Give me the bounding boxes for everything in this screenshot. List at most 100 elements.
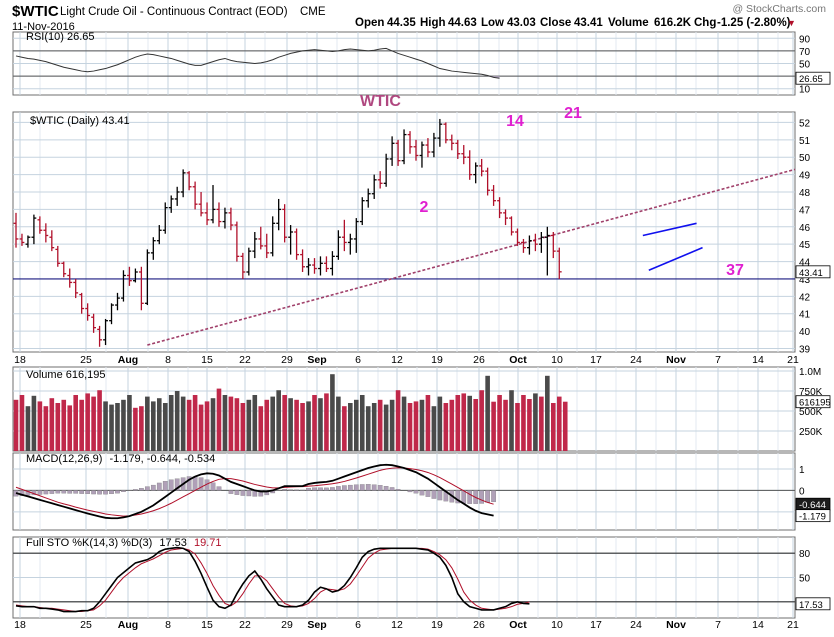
macd-hist-bar bbox=[491, 490, 495, 501]
volume-bar bbox=[38, 401, 43, 451]
volume-bar bbox=[336, 397, 341, 451]
volume-bar bbox=[205, 401, 210, 451]
volume-bar bbox=[503, 400, 508, 451]
x-axis-label: 10 bbox=[551, 619, 563, 631]
macd-hist-bar bbox=[91, 490, 95, 494]
volume-bar bbox=[32, 396, 37, 451]
panel-rsi-y-ticks: 9070503010 bbox=[799, 34, 811, 95]
panel-price-tick-label: 50 bbox=[799, 153, 811, 164]
macd-hist-bar bbox=[97, 490, 101, 494]
macd-hist-bar bbox=[318, 488, 322, 491]
x-axis-label: 22 bbox=[239, 354, 251, 366]
panel-price-tick-label: 49 bbox=[799, 171, 811, 182]
volume-bar bbox=[467, 396, 472, 451]
volume-bar bbox=[521, 395, 526, 451]
macd-hist-bar bbox=[354, 485, 358, 491]
x-axis-label: Nov bbox=[666, 354, 686, 366]
volume-bar bbox=[444, 403, 449, 451]
x-axis-label: 14 bbox=[752, 619, 764, 631]
macd-hist-bar bbox=[348, 485, 352, 490]
volume-bar bbox=[133, 408, 138, 451]
x-axis-label: 17 bbox=[590, 354, 602, 366]
panel-price-tick-label: 52 bbox=[799, 118, 811, 129]
x-axis-label: 21 bbox=[787, 354, 799, 366]
volume-bar bbox=[139, 406, 144, 451]
macd-hist-bar bbox=[479, 490, 483, 503]
volume-bar bbox=[461, 393, 466, 451]
macd-hist-bar bbox=[396, 489, 400, 490]
wave-label-2: 2 bbox=[420, 199, 429, 216]
macd-hist-bar bbox=[485, 490, 489, 502]
macd-hist-bar bbox=[62, 490, 66, 493]
macd-hist-bar bbox=[163, 481, 167, 490]
volume-bar bbox=[497, 395, 502, 451]
panel-price-tick-label: 45 bbox=[799, 240, 811, 251]
x-axis-label: Aug bbox=[118, 619, 138, 631]
volume-bar bbox=[151, 401, 156, 451]
volume-bar bbox=[253, 395, 258, 451]
macd-hist-bar bbox=[432, 490, 436, 498]
x-axis-label: 19 bbox=[431, 619, 443, 631]
volume-bar bbox=[121, 400, 126, 451]
volume-label: Volume bbox=[608, 17, 649, 29]
macd-hist-bar bbox=[390, 487, 394, 490]
chg-label: Chg bbox=[694, 17, 716, 29]
rsi-panel: 907050301026.65 bbox=[13, 32, 830, 96]
x-axis-label: Sep bbox=[307, 619, 326, 631]
volume-bar bbox=[26, 406, 31, 451]
volume-bar bbox=[73, 395, 78, 451]
macd-hist-bar bbox=[56, 490, 60, 493]
macd-hist-bar bbox=[336, 486, 340, 490]
sto-k-value: 17.53 bbox=[159, 537, 187, 549]
volume-bar bbox=[378, 400, 383, 451]
macd-hist-bar bbox=[139, 488, 143, 490]
macd-hist-bar bbox=[44, 490, 48, 494]
x-axis-label: Oct bbox=[509, 354, 527, 366]
volume-bar bbox=[20, 395, 25, 451]
macd-hist-bar bbox=[109, 490, 113, 493]
volume-bar bbox=[527, 399, 532, 451]
volume-bar bbox=[360, 395, 365, 451]
last-value-text: 616195 bbox=[799, 398, 831, 409]
macd-hist-bar bbox=[330, 487, 334, 490]
x-axis-label: 6 bbox=[355, 619, 361, 631]
macd-hist-bar bbox=[247, 490, 251, 496]
macd-title-values: -1.179, -0.644, -0.534 bbox=[109, 453, 215, 465]
close-label: Close bbox=[540, 17, 571, 29]
macd-hist-bar bbox=[211, 483, 215, 491]
close-value: 43.41 bbox=[574, 17, 603, 29]
volume-bar bbox=[181, 397, 186, 451]
x-axis-label: 8 bbox=[165, 354, 171, 366]
last-value-text: -1.179 bbox=[799, 512, 826, 523]
macd-hist-bar bbox=[151, 485, 155, 490]
panel-rsi-tick-label: 70 bbox=[799, 47, 811, 58]
volume-bar bbox=[288, 398, 293, 451]
volume-bar bbox=[193, 395, 198, 451]
x-axis-label: Oct bbox=[509, 619, 527, 631]
macd-hist-bar bbox=[74, 490, 78, 493]
panel-volume-tick-label: 1.0M bbox=[799, 367, 821, 378]
volume-bar bbox=[67, 405, 72, 451]
volume-bar bbox=[109, 405, 114, 451]
volume-bar bbox=[211, 398, 216, 451]
chart-instrument-name: Light Crude Oil - Continuous Contract (E… bbox=[60, 6, 288, 18]
x-axis-label: 21 bbox=[787, 619, 799, 631]
volume-bar bbox=[44, 406, 49, 451]
open-value: 44.35 bbox=[387, 17, 416, 29]
volume-bar bbox=[426, 395, 431, 451]
volume-bar bbox=[300, 403, 305, 451]
chg-down-arrow: ▼ bbox=[787, 18, 796, 28]
macd-hist-bar bbox=[38, 490, 42, 494]
volume-bar bbox=[103, 401, 108, 451]
volume-bar bbox=[473, 399, 478, 451]
volume-bar bbox=[294, 400, 299, 451]
volume-bar bbox=[539, 397, 544, 451]
ohlc-summary: Open 44.35 High 44.63 Low 43.03 Close 43… bbox=[355, 17, 796, 29]
macd-hist-bar bbox=[468, 490, 472, 503]
macd-hist-bar bbox=[372, 485, 376, 491]
macd-hist-bar bbox=[426, 490, 430, 496]
wave-label-37: 37 bbox=[726, 262, 744, 279]
